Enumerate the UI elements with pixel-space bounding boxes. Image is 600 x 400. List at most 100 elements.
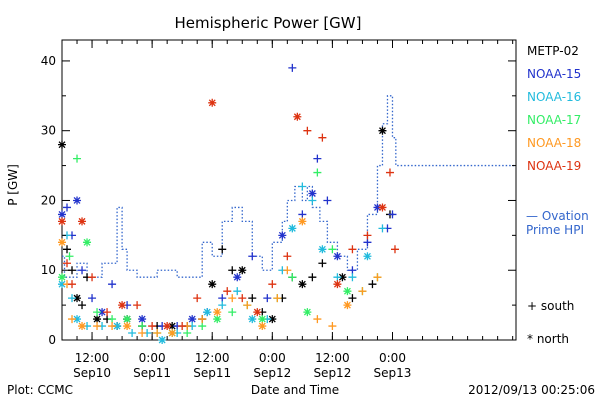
data-point [73,315,82,324]
data-point [128,329,137,338]
data-point [138,322,147,331]
marker-layer [58,63,399,344]
footer-timestamp: 2012/09/13 00:25:06 [468,383,595,397]
marker-key: + south * north [527,299,574,346]
x-tick-time-label: 0:00 [139,351,166,365]
y-tick-label: 20 [41,193,56,207]
data-point [58,280,66,289]
data-point [373,203,382,212]
legend: METP-02 NOAA-15 NOAA-16 NOAA-17 NOAA-18 NOAA-… [527,44,581,173]
data-point [298,280,307,289]
data-point [58,238,66,247]
data-point [68,294,77,303]
data-point [103,308,112,317]
data-point [385,168,394,177]
data-point [208,280,217,289]
data-point [253,308,262,317]
data-point [83,238,92,247]
x-tick-date-label: Sep12 [253,366,291,380]
data-point [218,294,227,303]
data-point [303,126,312,135]
data-point [328,245,337,254]
data-point [373,273,382,282]
x-axis-label: Date and Time [251,383,339,397]
data-point [108,315,117,324]
data-point [138,329,147,338]
data-point [88,273,97,282]
data-point [283,266,292,275]
data-point [73,196,82,205]
x-tick-time-label: 12:00 [75,351,110,365]
data-point [363,252,372,261]
x-tick-date-label: Sep12 [313,366,351,380]
data-point [308,189,317,198]
legend-item: NOAA-17 [527,113,581,127]
data-point [318,259,327,268]
series-noaa-18 [58,217,382,338]
data-point [65,252,74,261]
data-point [118,301,127,310]
data-point [248,252,257,261]
data-point [238,266,247,275]
data-point [123,315,132,324]
data-point [218,245,227,254]
data-point [228,266,237,275]
data-point [258,315,267,324]
data-point [288,224,297,233]
data-point [198,322,207,331]
legend-item: NOAA-15 [527,67,581,81]
data-point [183,329,192,338]
data-point [158,336,167,344]
data-point [348,273,357,282]
legend-item: METP-02 [527,44,579,58]
data-point [238,294,247,303]
series-noaa-16 [58,182,387,344]
data-point [163,322,172,331]
data-point [298,182,307,191]
data-point [243,301,252,310]
y-tick-label: 0 [48,333,56,347]
series-metp-02 [58,126,394,331]
data-point [233,287,242,296]
data-point [308,196,317,205]
data-point [188,315,197,324]
data-point [248,294,257,303]
data-point [133,301,142,310]
data-point [378,203,387,212]
data-point [378,224,387,233]
data-point [78,322,87,331]
data-point [203,308,212,317]
data-point [58,217,66,226]
data-point [278,231,287,240]
data-point [88,294,97,303]
ovation-layer [62,95,516,278]
legend-item: NOAA-18 [527,136,581,150]
data-point [168,329,177,338]
x-tick-date-label: Sep13 [374,366,412,380]
y-axis-label: P [GW] [6,164,20,206]
series-noaa-19 [58,98,399,331]
data-point [68,315,77,324]
data-point [318,133,327,142]
data-point [358,287,367,296]
data-point [288,63,297,72]
data-point [283,252,292,261]
x-tick-date-label: Sep10 [73,366,111,380]
legend-item: NOAA-19 [527,159,581,173]
x-tick-date-label: Sep11 [193,366,231,380]
data-point [138,315,147,324]
data-point [318,245,327,254]
data-point [313,168,322,177]
data-point [378,126,387,135]
ovation-legend-line2: Prime HPI [526,223,584,237]
data-point [288,273,297,282]
x-tick-time-label: 12:00 [195,351,230,365]
data-point [73,154,82,163]
data-point [213,315,222,324]
data-point [78,301,87,310]
data-point [343,287,352,296]
data-point [338,273,347,282]
data-point [108,280,117,289]
data-point [258,322,267,331]
